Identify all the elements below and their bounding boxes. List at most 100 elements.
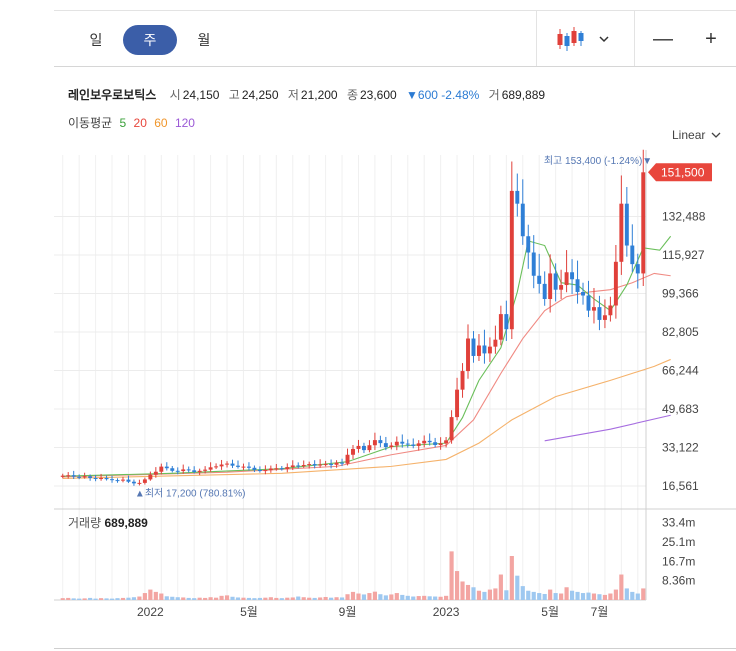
candle-body <box>592 307 596 311</box>
candle-body <box>427 440 432 443</box>
volume-bar <box>635 593 640 600</box>
candle-body <box>466 338 470 372</box>
candle-body <box>192 470 197 472</box>
candle-body <box>482 345 487 354</box>
volume-bar <box>290 597 295 600</box>
candle-body <box>290 465 295 468</box>
last-price-badge <box>648 163 712 182</box>
volume-bar <box>548 589 553 600</box>
ma-5[interactable]: 5 <box>119 116 127 130</box>
volume-bar <box>109 598 115 600</box>
toolbar-divider <box>634 11 635 66</box>
candle-body <box>279 468 284 470</box>
candle-body <box>383 443 388 448</box>
period-day-button[interactable]: 일 <box>89 32 103 48</box>
candle-body <box>422 440 427 444</box>
time-tick-label: 9월 <box>339 605 357 619</box>
volume-bar <box>608 593 613 600</box>
volume-bar <box>602 594 608 600</box>
candle-body <box>526 236 531 253</box>
ma-60[interactable]: 60 <box>154 116 168 130</box>
candle-body <box>559 285 564 290</box>
candle-body <box>329 464 334 466</box>
volume-bar <box>104 598 109 600</box>
volume-bar <box>301 597 306 600</box>
candle-body <box>170 468 175 471</box>
volume-bar <box>520 586 525 600</box>
period-month-button[interactable]: 월 <box>197 32 211 48</box>
volume-bar <box>444 595 449 600</box>
ma-120[interactable]: 120 <box>174 116 195 130</box>
candle-body <box>411 444 416 446</box>
volume-bar <box>575 591 580 600</box>
volume-bar <box>208 597 213 600</box>
time-tick-label: 5월 <box>240 605 258 619</box>
candle-body <box>619 203 624 262</box>
volume-bar <box>148 589 153 600</box>
close-value: 23,600 <box>360 88 397 102</box>
volume-bar <box>427 596 432 600</box>
volume-bar <box>537 593 542 600</box>
candle-body <box>252 467 257 470</box>
scale-mode-dropdown[interactable]: Linear <box>672 128 721 142</box>
candle-body <box>548 273 553 300</box>
volume-bar <box>383 595 388 600</box>
candle-body <box>115 480 120 482</box>
volume-title: 거래량 689,889 <box>68 516 148 530</box>
volume-bar <box>591 593 597 600</box>
candle-body <box>597 307 602 320</box>
candle-body <box>301 464 306 467</box>
candle-body <box>104 478 109 480</box>
stock-name: 레인보우로보틱스 <box>68 88 157 102</box>
candle-body <box>575 279 580 293</box>
candle-body <box>263 470 268 472</box>
candle-body <box>175 470 180 472</box>
price-tick-label: 66,244 <box>662 364 699 378</box>
volume-bar <box>515 575 520 600</box>
candle-body <box>515 190 520 204</box>
volume-bar <box>367 593 372 600</box>
ma-20[interactable]: 20 <box>133 116 147 130</box>
volume-bar <box>224 595 230 600</box>
volume-bar <box>192 598 197 600</box>
period-week-button[interactable]: 주 <box>123 25 177 55</box>
volume-bar <box>405 595 410 600</box>
volume-bar <box>77 598 82 600</box>
candle-body <box>296 465 301 467</box>
time-tick-label: 7월 <box>591 605 609 619</box>
candle-body <box>197 470 202 472</box>
price-tick-label: 33,122 <box>662 441 699 455</box>
volume-bar <box>487 589 492 600</box>
volume-bar <box>482 591 487 600</box>
candle-body <box>476 345 481 356</box>
volume-bar <box>449 551 454 600</box>
price-summary: 레인보우로보틱스 시 24,150 고 24,250 저 21,200 종 23,600… <box>68 86 551 103</box>
candle-body <box>60 475 65 477</box>
volume-bar <box>285 597 290 600</box>
candle-body <box>564 272 569 286</box>
volume-bar <box>66 597 71 600</box>
volume-bar <box>268 597 273 600</box>
volume-bar <box>312 597 317 600</box>
volume-bar <box>323 596 328 600</box>
candle-body <box>285 467 290 469</box>
zoom-out-button[interactable]: — <box>653 28 673 50</box>
candle-body <box>433 442 438 445</box>
price-tick-label: 99,366 <box>662 287 699 301</box>
volume-bar <box>246 597 252 600</box>
volume-bar <box>115 598 120 600</box>
volume-bar <box>624 588 629 600</box>
time-tick-label: 2022 <box>137 605 164 619</box>
volume-bar <box>60 598 65 600</box>
chart-type-dropdown[interactable] <box>550 24 616 54</box>
min-price-annotation: ▲최저 17,200 (780.81%) <box>135 488 246 500</box>
candle-body <box>88 476 93 479</box>
candle-body <box>635 264 640 274</box>
volume-bar <box>372 591 377 600</box>
candle-body <box>257 469 262 472</box>
zoom-in-button[interactable]: + <box>705 28 717 50</box>
candle-body <box>142 479 147 483</box>
candle-body <box>186 469 191 471</box>
volume-bar <box>214 597 219 600</box>
